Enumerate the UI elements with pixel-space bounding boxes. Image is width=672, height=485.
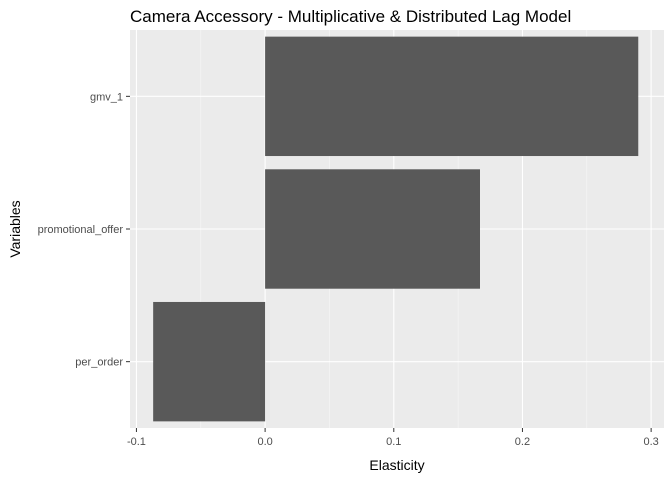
x-axis-title: Elasticity: [369, 457, 424, 473]
bar-per-order: [153, 301, 266, 422]
y-tick-label: gmv_1: [90, 91, 123, 103]
x-tick-label: 0.2: [515, 436, 530, 448]
bar-gmv-1: [265, 36, 639, 157]
bars: [153, 36, 639, 422]
x-tick-label: 0.1: [386, 436, 401, 448]
y-tick-label: per_order: [75, 357, 123, 369]
y-tick-label: promotional_offer: [38, 224, 124, 236]
bar-promotional-offer: [265, 169, 480, 289]
x-tick-label: 0.3: [643, 436, 658, 448]
x-tick-label: -0.1: [127, 436, 146, 448]
y-axis-title: Variables: [7, 200, 23, 257]
x-tick-label: 0.0: [257, 436, 272, 448]
chart-title: Camera Accessory - Multiplicative & Dist…: [130, 7, 571, 26]
axes: -0.1 0.0 0.1 0.2 0.3 gmv_1 promotional_offerpe…: [38, 91, 659, 448]
